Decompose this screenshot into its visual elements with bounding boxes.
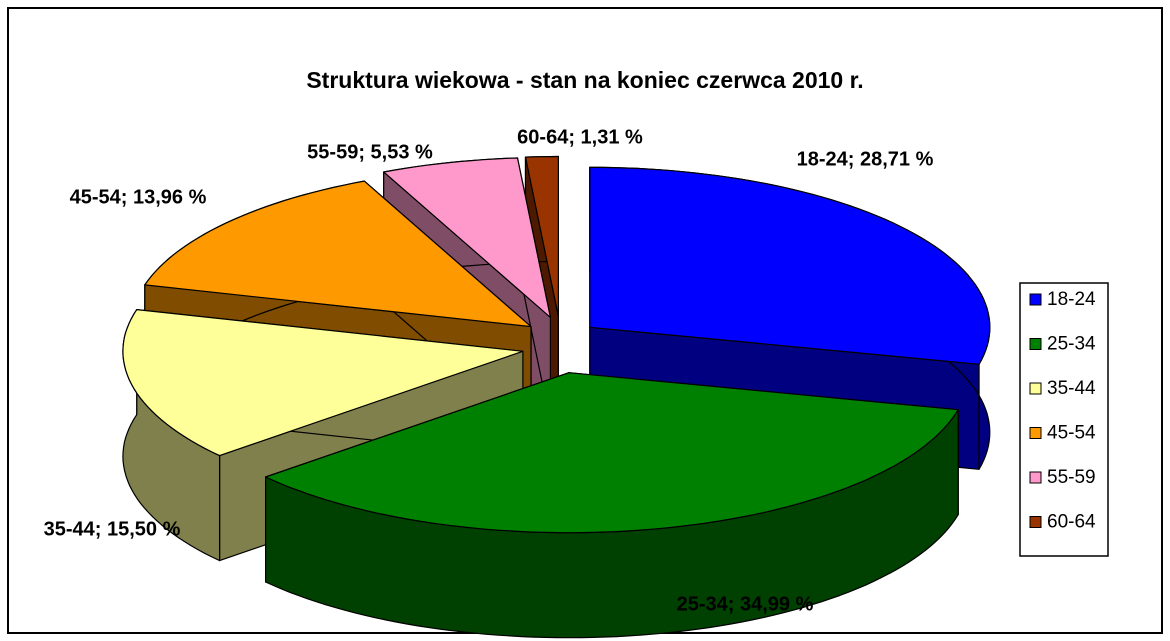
slice	[589, 166, 991, 365]
slice	[122, 309, 524, 457]
legend-label: 18-24	[1047, 289, 1096, 310]
data-label: 35-44; 15,50 %	[44, 518, 181, 540]
legend-label: 35-44	[1047, 378, 1096, 399]
legend-swatch	[1029, 338, 1042, 350]
legend-swatch	[1029, 382, 1042, 395]
legend	[1019, 282, 1109, 557]
chart-title: Struktura wiekowa - stan na koniec czerw…	[306, 67, 863, 93]
legend-label: 60-64	[1047, 512, 1096, 533]
slice	[265, 372, 959, 534]
legend-swatch	[1029, 516, 1042, 528]
legend-swatch	[1029, 471, 1042, 484]
data-label: 55-59; 5,53 %	[307, 141, 433, 163]
legend-label: 25-34	[1047, 334, 1096, 355]
legend-label: 45-54	[1047, 423, 1096, 444]
legend-label: 55-59	[1047, 467, 1096, 488]
pie	[122, 155, 991, 639]
data-label: 45-54; 13,96 %	[70, 186, 207, 208]
data-label: 60-64; 1,31 %	[517, 126, 643, 148]
slice	[383, 157, 552, 318]
slice	[144, 180, 532, 328]
slice	[524, 155, 560, 318]
legend-swatch	[1029, 293, 1042, 306]
legend-swatch	[1029, 427, 1042, 439]
data-label: 18-24; 28,71 %	[797, 148, 934, 170]
data-label: 25-34; 34,99 %	[677, 593, 814, 615]
